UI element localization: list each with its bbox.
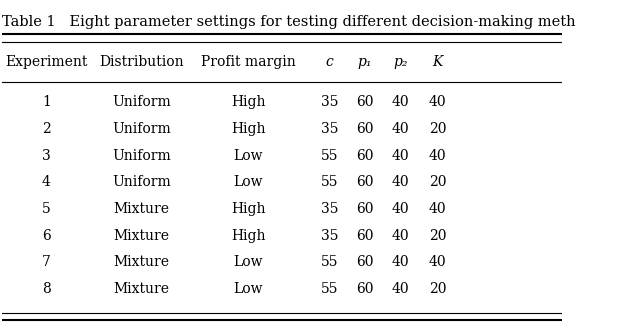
Text: Uniform: Uniform (113, 149, 171, 163)
Text: Low: Low (234, 149, 263, 163)
Text: 55: 55 (321, 175, 339, 189)
Text: 5: 5 (42, 202, 51, 216)
Text: 4: 4 (42, 175, 51, 189)
Text: 40: 40 (392, 255, 410, 269)
Text: Profit margin: Profit margin (201, 55, 296, 70)
Text: 1: 1 (42, 95, 51, 110)
Text: 35: 35 (321, 95, 339, 110)
Text: Low: Low (234, 255, 263, 269)
Text: 60: 60 (356, 149, 374, 163)
Text: 40: 40 (429, 149, 447, 163)
Text: 35: 35 (321, 122, 339, 136)
Text: 60: 60 (356, 175, 374, 189)
Text: Mixture: Mixture (114, 255, 170, 269)
Text: K: K (433, 55, 443, 70)
Text: 40: 40 (392, 149, 410, 163)
Text: p₂: p₂ (394, 55, 408, 70)
Text: 20: 20 (429, 282, 447, 296)
Text: Table 1   Eight parameter settings for testing different decision-making meth: Table 1 Eight parameter settings for tes… (1, 15, 575, 29)
Text: 60: 60 (356, 95, 374, 110)
Text: 60: 60 (356, 122, 374, 136)
Text: 60: 60 (356, 202, 374, 216)
Text: 40: 40 (429, 95, 447, 110)
Text: 40: 40 (429, 255, 447, 269)
Text: 60: 60 (356, 255, 374, 269)
Text: 55: 55 (321, 255, 339, 269)
Text: 55: 55 (321, 282, 339, 296)
Text: 40: 40 (392, 202, 410, 216)
Text: Low: Low (234, 175, 263, 189)
Text: High: High (231, 95, 266, 110)
Text: 40: 40 (429, 202, 447, 216)
Text: 3: 3 (42, 149, 51, 163)
Text: Mixture: Mixture (114, 282, 170, 296)
Text: 20: 20 (429, 175, 447, 189)
Text: 35: 35 (321, 228, 339, 243)
Text: 20: 20 (429, 122, 447, 136)
Text: High: High (231, 228, 266, 243)
Text: High: High (231, 122, 266, 136)
Text: p₁: p₁ (358, 55, 372, 70)
Text: c: c (326, 55, 333, 70)
Text: 8: 8 (42, 282, 51, 296)
Text: 40: 40 (392, 282, 410, 296)
Text: 20: 20 (429, 228, 447, 243)
Text: Uniform: Uniform (113, 122, 171, 136)
Text: Distribution: Distribution (99, 55, 184, 70)
Text: Uniform: Uniform (113, 95, 171, 110)
Text: 35: 35 (321, 202, 339, 216)
Text: 40: 40 (392, 95, 410, 110)
Text: 2: 2 (42, 122, 51, 136)
Text: 40: 40 (392, 175, 410, 189)
Text: Experiment: Experiment (5, 55, 88, 70)
Text: 55: 55 (321, 149, 339, 163)
Text: High: High (231, 202, 266, 216)
Text: 7: 7 (42, 255, 51, 269)
Text: 60: 60 (356, 228, 374, 243)
Text: Mixture: Mixture (114, 202, 170, 216)
Text: 60: 60 (356, 282, 374, 296)
Text: 40: 40 (392, 228, 410, 243)
Text: Low: Low (234, 282, 263, 296)
Text: Mixture: Mixture (114, 228, 170, 243)
Text: Uniform: Uniform (113, 175, 171, 189)
Text: 40: 40 (392, 122, 410, 136)
Text: 6: 6 (42, 228, 51, 243)
